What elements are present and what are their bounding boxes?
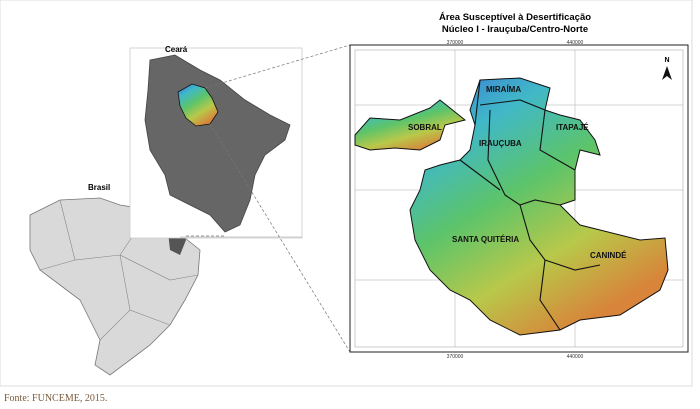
municipality-label: CANINDÉ [590,251,627,260]
ceara-label: Ceará [165,45,188,54]
municipality-label: SOBRAL [408,123,442,132]
source-note: Fonte: FUNCEME, 2015. [4,393,107,404]
map-title: Área Susceptível à Desertificação [439,12,591,23]
north-label: N [664,57,669,64]
grid-label: 370000 [447,40,464,46]
map-inner-frame [354,49,684,348]
zoom-lines [186,44,351,353]
brazil-label: Brasil [88,183,110,192]
municipality-label: ITAPAJÉ [556,123,589,132]
map-subtitle: Núcleo I - Irauçuba/Centro-Norte [442,24,588,35]
nucleus-area [409,77,669,336]
nucleus-inset [177,83,219,127]
state-borders [39,199,199,341]
grid-label: 440000 [567,40,584,46]
sobral-area [354,99,467,151]
municipal-borders [459,79,601,331]
municipality-label: MIRAÍMA [486,85,521,94]
grid-label: 440000 [567,354,584,360]
grid-label: 370000 [447,354,464,360]
municipality-label: IRAUÇUBA [479,139,522,148]
north-arrow [662,66,672,80]
municipality-label: SANTA QUITÉRIA [452,235,519,244]
